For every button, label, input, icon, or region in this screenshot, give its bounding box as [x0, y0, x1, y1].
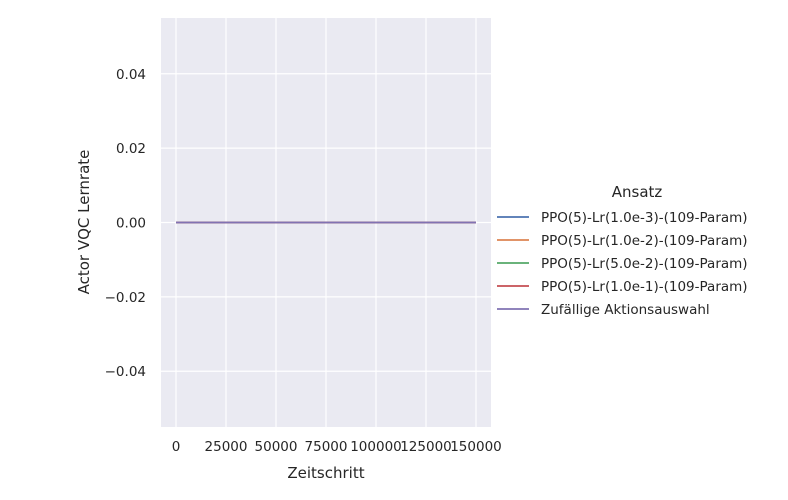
x-tick-label: 25000	[205, 439, 248, 455]
legend-entry-label: PPO(5)-Lr(1.0e-2)-(109-Param)	[541, 233, 748, 249]
legend-entry-label: PPO(5)-Lr(1.0e-3)-(109-Param)	[541, 210, 748, 226]
x-tick-label: 125000	[400, 439, 452, 455]
legend-entry-label: PPO(5)-Lr(1.0e-1)-(109-Param)	[541, 279, 748, 295]
y-tick-label: 0.02	[116, 141, 146, 157]
y-tick-label: −0.04	[105, 364, 146, 380]
x-tick-label: 100000	[350, 439, 402, 455]
y-tick-labels: −0.04 −0.02 0.00 0.02 0.04	[105, 67, 146, 380]
legend-entry-label: PPO(5)-Lr(5.0e-2)-(109-Param)	[541, 256, 748, 272]
y-tick-label: −0.02	[105, 290, 146, 306]
x-tick-label: 50000	[255, 439, 298, 455]
x-tick-label: 75000	[305, 439, 348, 455]
legend-entry-label: Zufällige Aktionsauswahl	[541, 302, 710, 318]
y-tick-label: 0.04	[116, 67, 146, 83]
x-tick-label: 150000	[450, 439, 502, 455]
x-tick-label: 0	[172, 439, 181, 455]
y-tick-label: 0.00	[116, 216, 146, 232]
legend: Ansatz PPO(5)-Lr(1.0e-3)-(109-Param) PPO(…	[497, 183, 748, 318]
y-axis-label: Actor VQC Lernrate	[75, 150, 93, 295]
x-axis-label: Zeitschritt	[287, 464, 364, 482]
legend-title: Ansatz	[612, 183, 663, 201]
